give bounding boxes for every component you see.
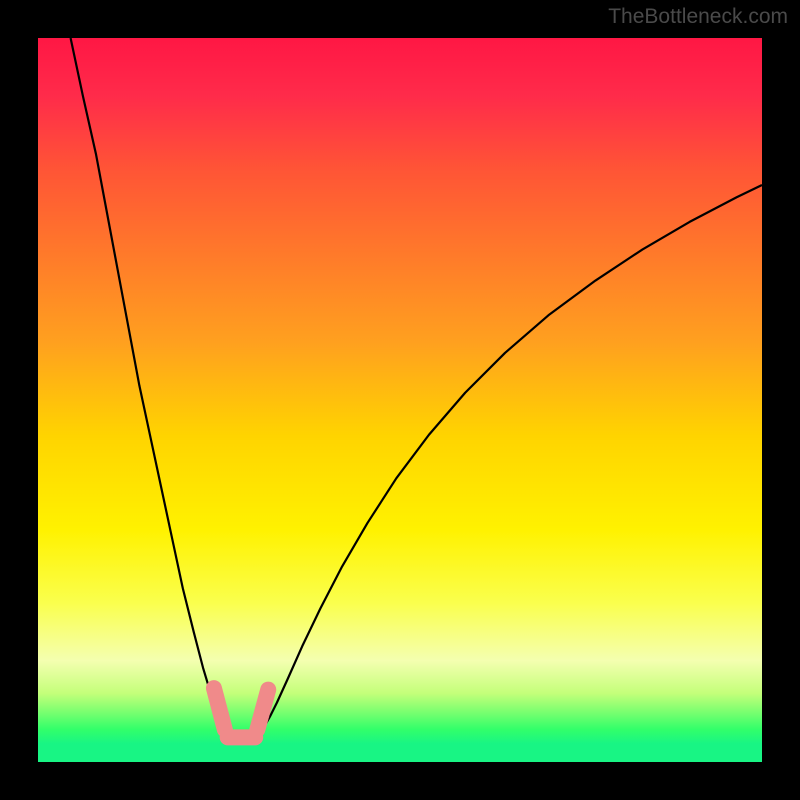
watermark-text: TheBottleneck.com <box>608 5 788 29</box>
pink-segment-right <box>257 690 268 730</box>
pink-segment-left <box>214 688 225 729</box>
curves-layer <box>38 38 762 762</box>
right-curve <box>270 185 762 717</box>
left-curve <box>71 38 270 743</box>
plot-area <box>38 38 762 762</box>
